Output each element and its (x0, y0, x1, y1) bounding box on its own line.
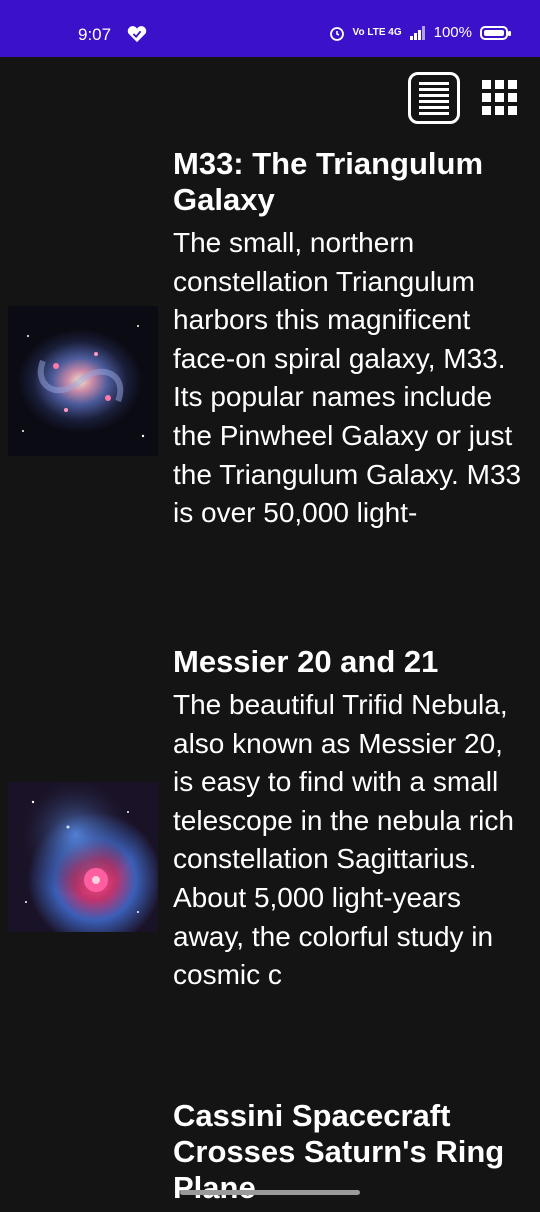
clock: 9:07 (78, 25, 112, 44)
view-toggles (408, 72, 518, 124)
battery-icon (480, 25, 511, 40)
article-thumbnail[interactable] (8, 306, 158, 456)
nebula-image (8, 782, 158, 932)
home-indicator[interactable] (180, 1190, 360, 1195)
article-title[interactable]: Messier 20 and 21 (173, 644, 439, 679)
heart-icon (127, 26, 147, 43)
article-title[interactable]: Cassini Spacecraft Crosses Saturn's Ring… (173, 1098, 505, 1205)
status-bar: 9:07 Vo LTE 4G 100% (0, 0, 540, 57)
article-title[interactable]: M33: The Triangulum Galaxy (173, 146, 484, 217)
signal-icon (409, 25, 425, 40)
list-view-button[interactable] (408, 72, 460, 124)
galaxy-image (8, 306, 158, 456)
grid-view-button[interactable] (482, 80, 518, 116)
article-thumbnail[interactable] (8, 782, 158, 932)
article-description: The beautiful Trifid Nebula, also known … (173, 689, 514, 991)
grid-icon (482, 80, 491, 89)
status-icons: Vo LTE 4G 100% (329, 24, 511, 41)
network-label: Vo LTE 4G (352, 26, 402, 38)
list-icon (419, 81, 449, 85)
battery-percent: 100% (433, 24, 472, 41)
alarm-icon (329, 26, 344, 41)
article-description: The small, northern constellation Triang… (173, 227, 522, 529)
